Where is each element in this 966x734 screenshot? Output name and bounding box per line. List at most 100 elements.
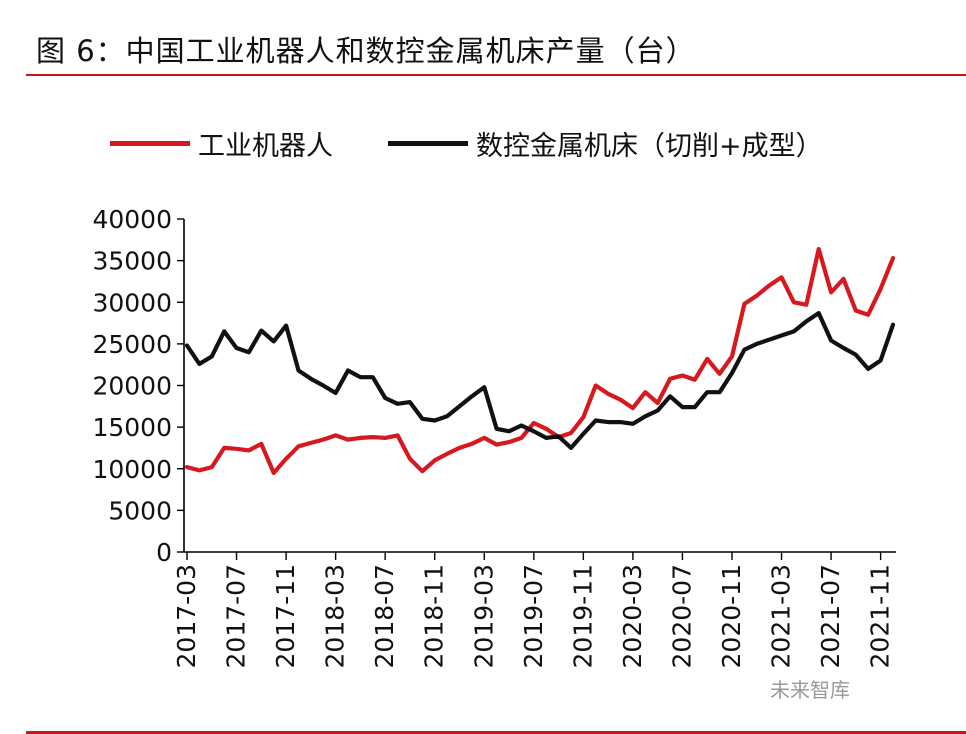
data-point-robot [780, 276, 783, 279]
data-point-robot [235, 447, 238, 450]
y-tick-label: 25000 [92, 330, 172, 359]
data-point-machine [892, 323, 894, 326]
data-point-robot [520, 437, 523, 439]
data-point-robot [446, 452, 449, 455]
data-point-machine [656, 409, 659, 412]
data-point-machine [879, 359, 882, 362]
title-rule [26, 74, 966, 76]
data-point-machine [693, 406, 696, 409]
data-point-machine [371, 376, 374, 379]
data-point-robot [198, 469, 201, 472]
data-point-robot [458, 447, 461, 449]
data-point-machine [421, 417, 424, 420]
data-point-robot [582, 416, 585, 419]
data-point-machine [644, 415, 647, 418]
data-point-robot [309, 442, 312, 444]
data-point-robot [359, 437, 362, 439]
data-point-machine [446, 415, 449, 418]
footer-rule [26, 731, 966, 734]
data-point-machine [706, 391, 709, 394]
data-point-machine [223, 330, 226, 333]
x-tick-label: 2017-07 [222, 564, 251, 668]
data-point-machine [495, 427, 498, 430]
y-tick-label: 15000 [92, 413, 172, 442]
data-point-robot [755, 294, 758, 297]
x-tick-label: 2020-03 [618, 564, 647, 668]
data-point-robot [879, 288, 882, 290]
data-point-robot [396, 434, 399, 437]
data-point-robot [285, 457, 287, 460]
legend-swatch-robot [110, 141, 190, 146]
legend-swatch-machine [388, 141, 468, 146]
data-point-machine [470, 395, 473, 398]
data-point-machine [867, 367, 870, 370]
data-point-machine [681, 406, 684, 409]
data-point-robot [347, 438, 349, 441]
data-point-machine [805, 320, 808, 323]
data-point-robot [384, 437, 387, 439]
data-point-robot [272, 472, 275, 474]
x-tick-label: 2021-03 [767, 564, 796, 668]
data-point-robot [297, 445, 300, 448]
data-point-robot [768, 284, 771, 287]
data-point-machine [743, 348, 746, 351]
data-point-robot [631, 407, 634, 409]
data-point-machine [210, 355, 213, 358]
data-point-robot [186, 466, 188, 468]
data-point-robot [693, 378, 696, 381]
data-point-machine [545, 437, 548, 439]
legend-item-machine: 数控金属机床（切削+成型） [388, 124, 823, 163]
y-tick-label: 30000 [92, 288, 172, 317]
data-point-machine [780, 334, 783, 337]
data-point-robot [334, 434, 337, 437]
data-point-machine [297, 369, 300, 372]
x-tick-label: 2021-11 [866, 564, 895, 668]
data-point-machine [396, 402, 399, 405]
y-tick-label: 40000 [92, 205, 172, 234]
data-point-machine [607, 421, 610, 424]
data-point-robot [619, 398, 622, 401]
data-point-machine [557, 435, 560, 438]
data-point-machine [520, 424, 523, 427]
data-point-robot [570, 432, 572, 434]
data-point-machine [854, 353, 857, 356]
data-point-machine [830, 339, 832, 342]
data-point-robot [495, 443, 498, 446]
x-tick-label: 2018-07 [370, 564, 399, 668]
data-point-robot [260, 442, 263, 445]
data-point-machine [631, 422, 634, 425]
data-point-machine [260, 329, 263, 332]
data-point-robot [371, 436, 374, 439]
data-point-machine [731, 372, 733, 374]
data-point-machine [768, 338, 771, 341]
data-point-machine [570, 447, 572, 449]
data-point-machine [235, 347, 238, 349]
x-tick-label: 2017-03 [172, 564, 201, 668]
data-point-machine [669, 395, 671, 398]
y-tick-label: 10000 [92, 455, 172, 484]
legend-label-robot: 工业机器人 [198, 131, 333, 162]
data-point-robot [421, 470, 424, 473]
data-point-machine [619, 421, 622, 424]
data-point-robot [830, 291, 832, 294]
data-point-machine [755, 342, 758, 345]
data-point-machine [309, 377, 312, 380]
data-point-robot [656, 402, 659, 404]
data-point-machine [842, 347, 845, 349]
data-point-machine [186, 344, 188, 347]
data-point-machine [508, 430, 510, 433]
data-point-machine [793, 330, 795, 333]
data-point-robot [892, 257, 894, 260]
data-point-machine [347, 369, 349, 372]
data-point-robot [223, 447, 226, 449]
legend-label-machine: 数控金属机床（切削+成型） [476, 131, 823, 162]
x-tick-label: 2021-07 [816, 564, 845, 668]
data-point-machine [718, 391, 721, 394]
data-point-robot [743, 303, 746, 305]
data-point-machine [433, 419, 436, 422]
data-point-machine [322, 384, 325, 387]
data-point-machine [594, 419, 597, 422]
data-point-robot [842, 278, 845, 280]
figure-title: 图 6：中国工业机器人和数控金属机床产量（台） [36, 34, 696, 68]
legend-item-robot: 工业机器人 [110, 124, 333, 163]
